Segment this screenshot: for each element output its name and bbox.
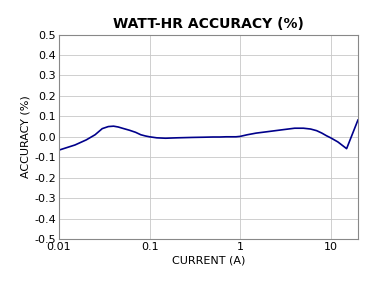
Y-axis label: ACCURACY (%): ACCURACY (%): [20, 95, 30, 178]
X-axis label: CURRENT (A): CURRENT (A): [172, 256, 245, 266]
Title: WATT-HR ACCURACY (%): WATT-HR ACCURACY (%): [113, 17, 304, 31]
